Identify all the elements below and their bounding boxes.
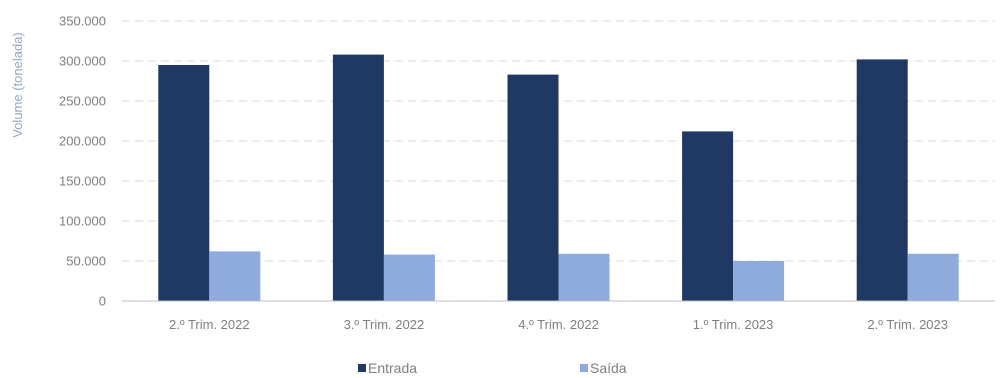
bar-sa-da-4 [907,253,959,301]
legend-swatch [358,364,366,372]
bar-sa-da-1 [383,254,435,301]
y-tick-label: 150.000 [59,174,106,189]
legend-label: Saída [590,360,627,376]
bar-entrada-3 [682,131,734,301]
legend: Entrada Saída [358,360,627,376]
y-tick-label: 300.000 [59,54,106,69]
x-tick-labels: 2.º Trim. 2022 3.º Trim. 2022 4.º Trim. 20… [169,317,948,332]
bar-sa-da-3 [733,261,785,301]
bars [158,54,959,302]
x-tick-label: 2.º Trim. 2022 [169,317,250,332]
x-tick-label: 3.º Trim. 2022 [344,317,425,332]
bar-entrada-2 [507,74,559,301]
bar-entrada-4 [856,59,908,302]
x-tick-label: 4.º Trim. 2022 [518,317,599,332]
y-tick-label: 250.000 [59,94,106,109]
y-axis-label: Volume (tonelada) [10,32,25,138]
bar-entrada-1 [332,54,384,301]
y-tick-label: 0 [99,294,106,309]
y-tick-label: 350.000 [59,14,106,29]
y-tick-label: 50.000 [66,254,106,269]
x-tick-label: 2.º Trim. 2023 [867,317,948,332]
x-tick-label: 1.º Trim. 2023 [693,317,774,332]
y-tick-label: 200.000 [59,134,106,149]
bar-entrada-0 [158,65,210,301]
y-tick-labels: 0 50.000 100.000 150.000 200.000 250.000 300.0… [59,14,106,309]
legend-label: Entrada [368,360,417,376]
bar-sa-da-0 [209,251,261,301]
bar-sa-da-2 [558,253,610,301]
legend-swatch [580,364,588,372]
y-tick-label: 100.000 [59,214,106,229]
